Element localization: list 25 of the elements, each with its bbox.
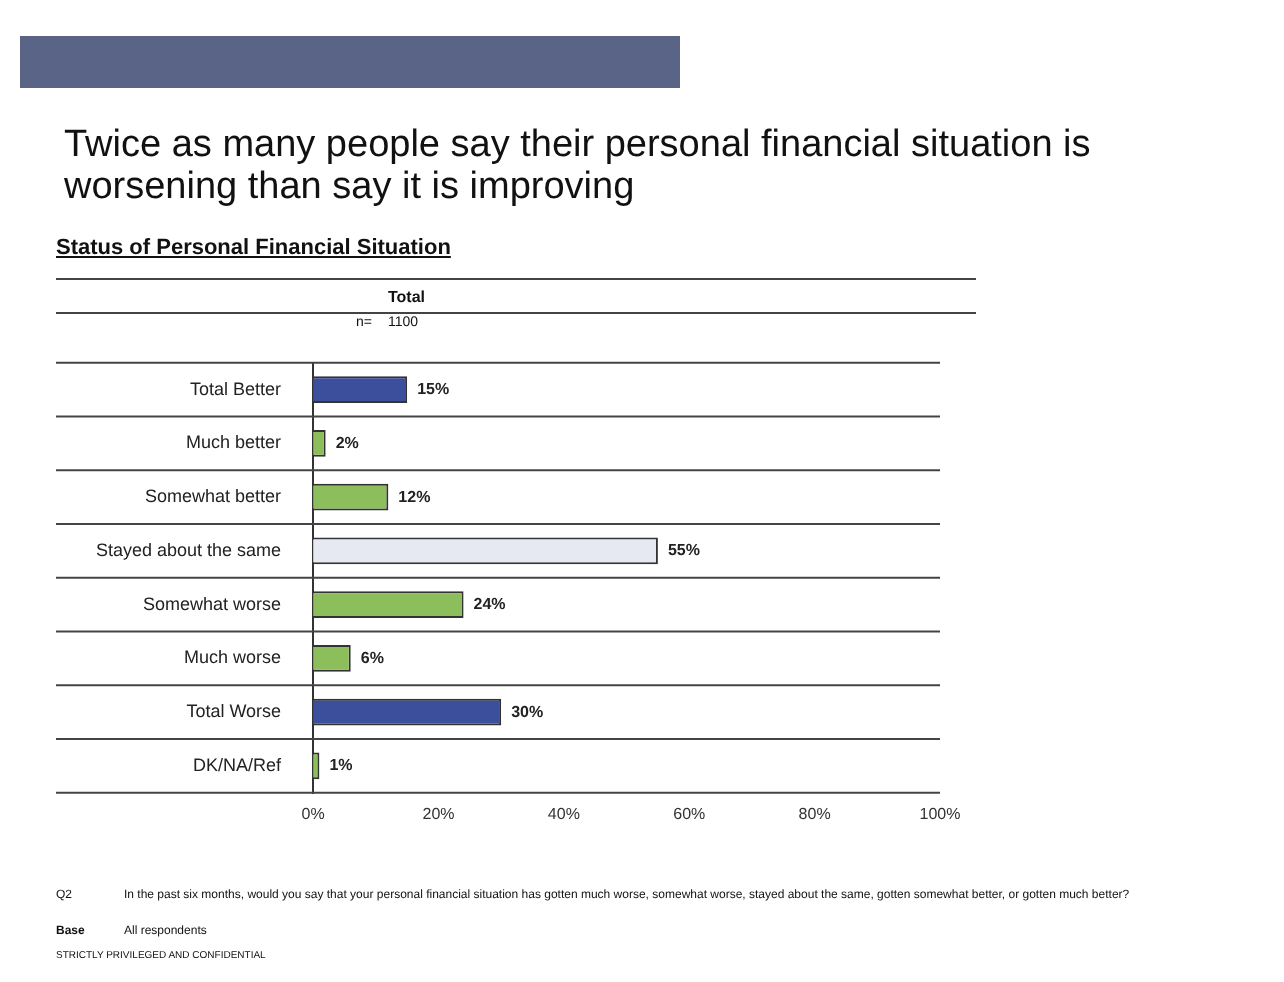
y-tick-label: Somewhat worse [143,593,282,614]
data-label: 6% [360,648,384,667]
x-tick-label: 80% [798,804,831,823]
y-tick-label: DK/NA/Ref [193,754,283,775]
data-label: 55% [667,541,700,560]
y-tick-label: Much worse [184,647,282,668]
y-tick-label: Total Better [190,378,282,399]
data-label: 1% [329,756,353,775]
y-tick-label: Total Worse [186,701,282,722]
data-label: 24% [473,595,506,614]
x-tick-label: 0% [301,804,325,823]
data-label: 15% [417,380,450,399]
chart-title: Twice as many people say their personal financial situation is worsening than say it is improving [64,124,1093,208]
data-label: 2% [335,433,359,452]
x-tick-label: 100% [919,804,961,823]
y-tick-label: Much better [186,432,282,453]
text: Total [388,288,426,306]
data-label: 30% [511,702,544,721]
y-tick-label: Stayed about the same [96,539,282,560]
x-tick-label: 20% [422,804,455,823]
y-tick-label: Somewhat better [145,486,282,507]
data-label: 12% [398,487,431,506]
x-tick-label: 60% [673,804,706,823]
chart-subtitle: Status of Personal Financial Situation [56,236,451,260]
x-tick-label: 40% [547,804,580,823]
